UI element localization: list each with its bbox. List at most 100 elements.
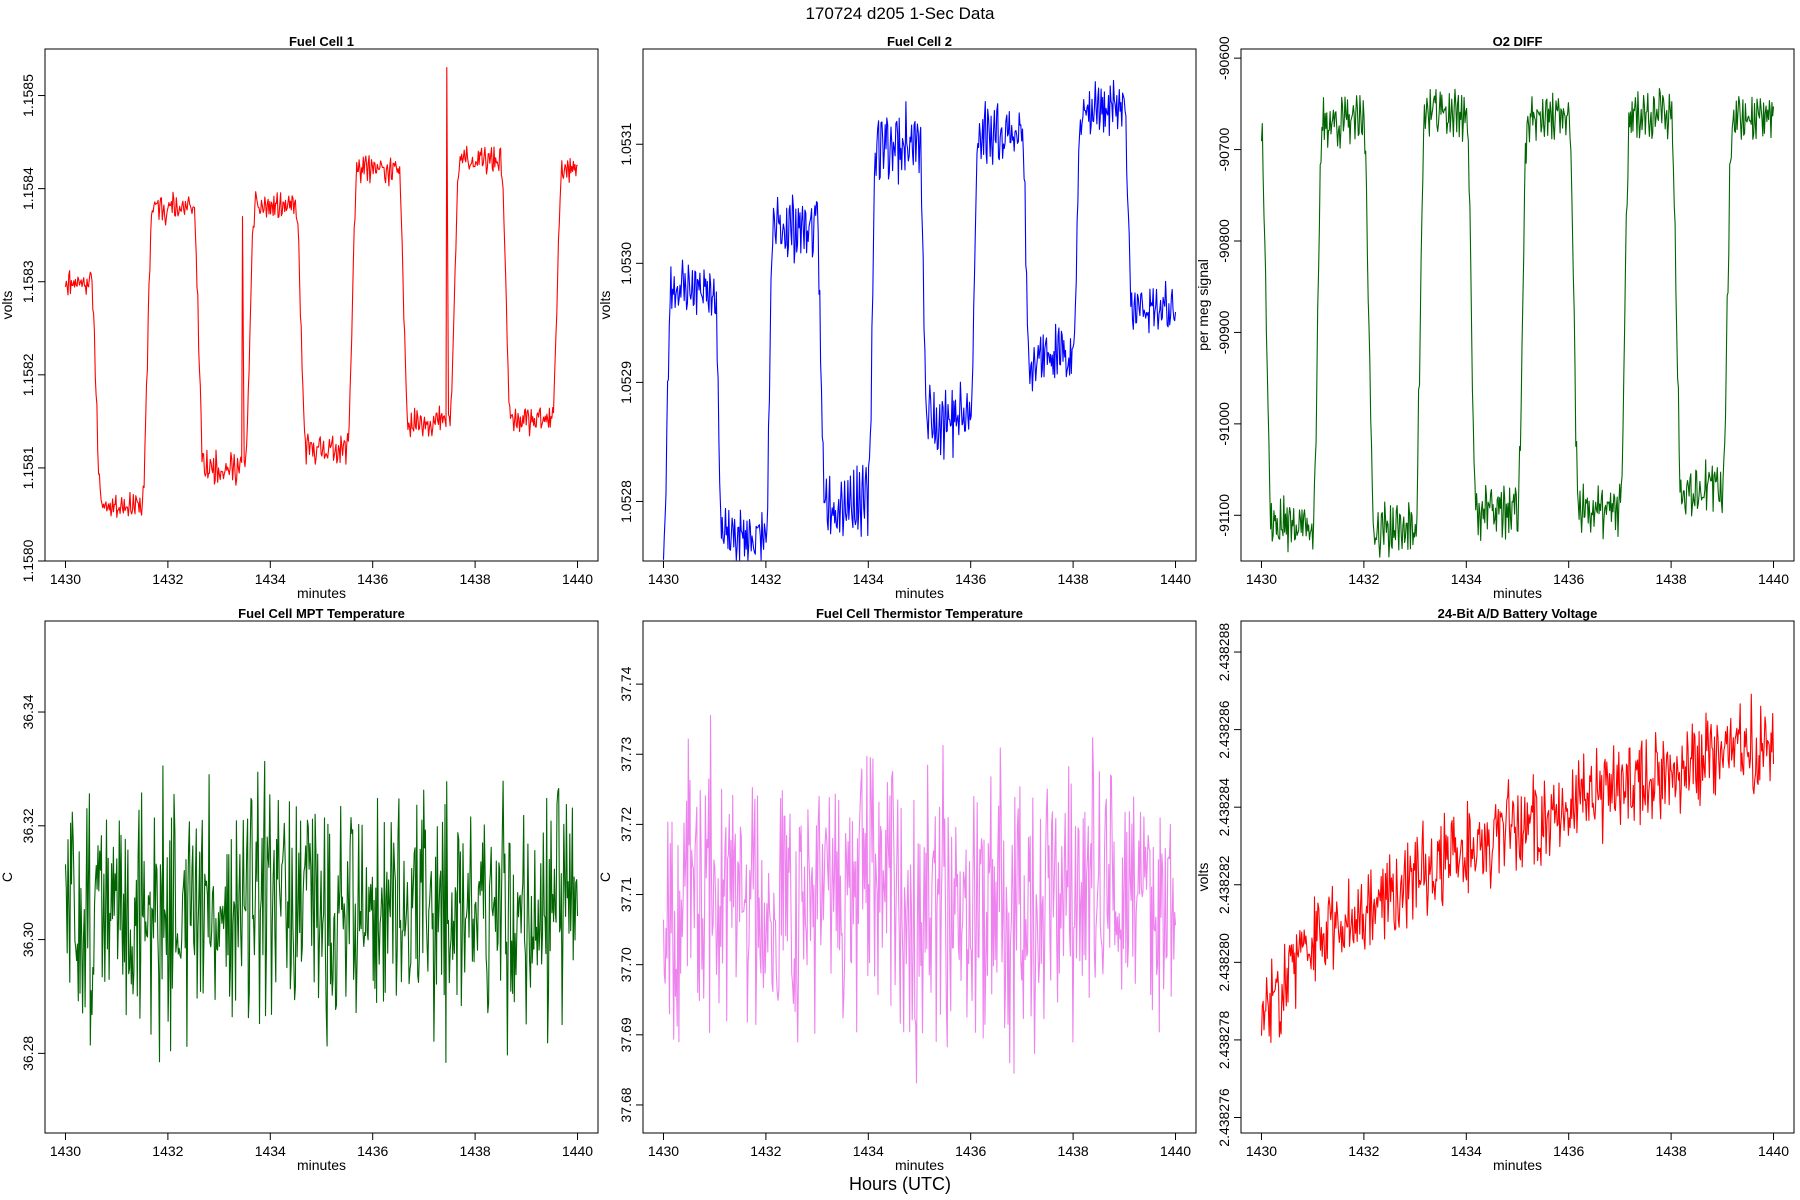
x-tick-label: 1430	[50, 1143, 81, 1159]
x-tick-label: 1430	[648, 1143, 679, 1159]
y-axis-label: per meg signal	[1195, 259, 1211, 351]
plot-frame	[1240, 620, 1795, 1134]
y-axis-label: C	[0, 872, 15, 882]
panel-fuel-cell-thermistor-temperature: Fuel Cell Thermistor Temperature 1430 1432…	[597, 606, 1197, 1173]
plot-frame	[44, 620, 599, 1134]
x-tick-label: 1432	[152, 571, 183, 587]
y-axis-label: volts	[1195, 863, 1211, 892]
y-tick-label: -90700	[1216, 128, 1232, 172]
y-tick-label: 1.1585	[20, 74, 36, 117]
y-tick-label: 2.438276	[1216, 1088, 1232, 1147]
x-tick-label: 1436	[1553, 1143, 1584, 1159]
panel-title: Fuel Cell 2	[887, 34, 952, 49]
series-line	[662, 714, 1177, 1084]
y-tick-label: 1.1581	[20, 446, 36, 489]
x-tick-label: 1436	[955, 571, 986, 587]
y-tick-label: 1.0529	[618, 361, 634, 404]
x-tick-label: 1432	[750, 1143, 781, 1159]
y-tick-label: 1.0531	[618, 123, 634, 166]
y-tick-label: -91100	[1216, 494, 1232, 537]
x-tick-label: 1430	[1246, 571, 1277, 587]
x-tick-label: 1430	[648, 571, 679, 587]
y-tick-label: 37.74	[618, 666, 634, 701]
x-axis-label: minutes	[895, 1157, 944, 1173]
series-line	[64, 67, 578, 518]
x-tick-label: 1438	[1656, 571, 1687, 587]
x-tick-label: 1430	[50, 571, 81, 587]
y-tick-label: 2.438284	[1216, 778, 1232, 837]
chart-panels: Fuel Cell 1 1430 1432 1434 1436 1438 1440 minut…	[0, 34, 1795, 1173]
x-axis-label: minutes	[895, 585, 944, 601]
y-tick-label: 2.438282	[1216, 855, 1232, 914]
x-tick-label: 1434	[255, 1143, 286, 1159]
y-tick-label: 36.34	[20, 694, 36, 729]
x-tick-label: 1434	[853, 571, 884, 587]
y-tick-label: 1.0530	[618, 242, 634, 285]
panel-fuel-cell-2: Fuel Cell 2 1430 1432 1434 1436 1438 1440 minut…	[597, 34, 1197, 601]
y-tick-label: 1.0528	[618, 480, 634, 523]
y-tick-label: 36.30	[20, 922, 36, 957]
y-tick-label: 2.438278	[1216, 1011, 1232, 1070]
panel-title: 24-Bit A/D Battery Voltage	[1438, 606, 1598, 621]
panel-fuel-cell-1: Fuel Cell 1 1430 1432 1434 1436 1438 1440 minut…	[0, 34, 599, 601]
x-tick-label: 1432	[750, 571, 781, 587]
x-tick-label: 1440	[562, 1143, 593, 1159]
x-tick-label: 1440	[562, 571, 593, 587]
y-tick-label: -90800	[1216, 219, 1232, 263]
x-tick-label: 1432	[1348, 1143, 1379, 1159]
x-tick-label: 1436	[955, 1143, 986, 1159]
y-tick-label: 37.68	[618, 1087, 634, 1122]
y-tick-label: 37.71	[618, 877, 634, 912]
y-axis-label: volts	[597, 291, 613, 320]
x-tick-label: 1436	[1553, 571, 1584, 587]
y-tick-label: 36.28	[20, 1036, 36, 1071]
y-tick-label: -90900	[1216, 310, 1232, 354]
x-tick-label: 1438	[1058, 571, 1089, 587]
y-tick-label: -90600	[1216, 36, 1232, 80]
y-tick-label: 37.69	[618, 1017, 634, 1052]
plot-frame	[642, 620, 1197, 1134]
y-tick-label: 1.1582	[20, 353, 36, 396]
x-tick-label: 1432	[1348, 571, 1379, 587]
panel-title: O2 DIFF	[1493, 34, 1543, 49]
y-axis-label: C	[597, 872, 613, 882]
panel-o2-diff: O2 DIFF 1430 1432 1434 1436 1438 1440 minutes -9…	[1195, 34, 1795, 601]
y-tick-label: 37.70	[618, 947, 634, 982]
x-axis-label: minutes	[297, 585, 346, 601]
x-tick-label: 1438	[460, 1143, 491, 1159]
panel-24-bit-a-d-battery-voltage: 24-Bit A/D Battery Voltage 1430 1432 1434 14…	[1195, 606, 1795, 1173]
plot-frame	[44, 48, 599, 562]
y-tick-label: 2.438288	[1216, 623, 1232, 682]
x-tick-label: 1434	[255, 571, 286, 587]
y-axis-label: volts	[0, 291, 15, 320]
series-line	[64, 760, 579, 1063]
y-tick-label: 2.438280	[1216, 933, 1232, 992]
x-tick-label: 1430	[1246, 1143, 1277, 1159]
y-tick-label: 37.73	[618, 737, 634, 772]
x-tick-label: 1436	[357, 571, 388, 587]
y-tick-label: 36.32	[20, 808, 36, 843]
x-tick-label: 1438	[460, 571, 491, 587]
series-line	[1260, 87, 1775, 558]
x-tick-label: 1440	[1758, 571, 1789, 587]
x-tick-label: 1434	[853, 1143, 884, 1159]
y-tick-label: 2.438286	[1216, 700, 1232, 759]
x-tick-label: 1438	[1058, 1143, 1089, 1159]
x-tick-label: 1434	[1451, 571, 1482, 587]
x-tick-label: 1440	[1160, 1143, 1191, 1159]
plot-frame	[1240, 48, 1795, 562]
figure-bottom-label: Hours (UTC)	[849, 1174, 951, 1194]
y-tick-label: 1.1584	[20, 167, 36, 210]
y-tick-label: 1.1580	[20, 539, 36, 582]
x-tick-label: 1440	[1758, 1143, 1789, 1159]
figure-title: 170724 d205 1-Sec Data	[805, 4, 995, 23]
x-tick-label: 1432	[152, 1143, 183, 1159]
x-tick-label: 1434	[1451, 1143, 1482, 1159]
series-line	[1260, 693, 1775, 1044]
series-line	[662, 79, 1177, 561]
x-tick-label: 1440	[1160, 571, 1191, 587]
panel-fuel-cell-mpt-temperature: Fuel Cell MPT Temperature 1430 1432 1434 143…	[0, 606, 599, 1173]
x-axis-label: minutes	[1493, 585, 1542, 601]
plot-frame	[642, 48, 1197, 562]
